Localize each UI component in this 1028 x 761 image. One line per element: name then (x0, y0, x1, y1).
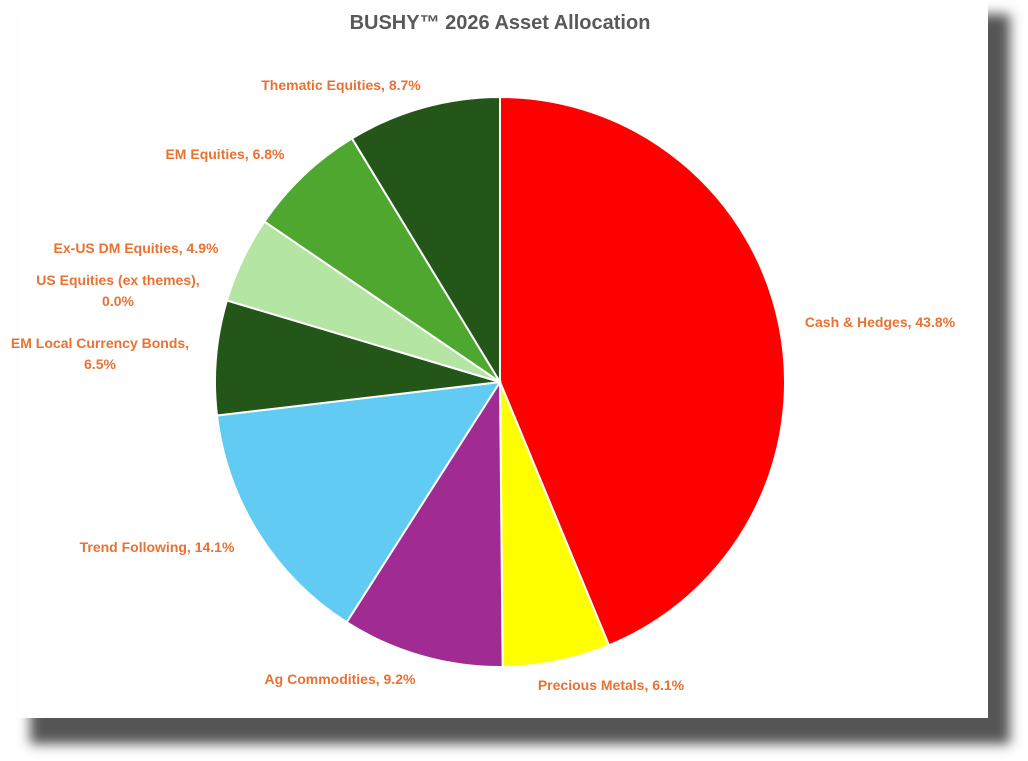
slice-label-line: 0.0% (102, 293, 134, 309)
pie-slice (263, 137, 501, 383)
slice-label: EM Local Currency Bonds, 6.5% (11, 335, 189, 372)
chart-title: BUSHY™ 2026 Asset Allocation (350, 12, 651, 34)
slice-label: EM Equities, 6.8% (165, 146, 285, 162)
slice-label-line: EM Local Currency Bonds, (11, 335, 189, 351)
slice-label-line: Precious Metals, 6.1% (538, 677, 685, 693)
labels: Cash & Hedges, 43.8% Precious Metals, 6.1… (11, 77, 956, 693)
pie-slice (499, 95, 786, 647)
slice-label-line: US Equities (ex themes), (36, 272, 199, 288)
slice-label-line: Ag Commodities, 9.2% (265, 671, 416, 687)
slice-label: Thematic Equities, 8.7% (261, 77, 421, 93)
slice-label-line: Cash & Hedges, 43.8% (805, 314, 956, 330)
pie-slice (215, 380, 502, 624)
slice-label-line: EM Equities, 6.8% (165, 146, 285, 162)
slice-label: US Equities (ex themes), 0.0% (36, 272, 199, 309)
slice-label: Cash & Hedges, 43.8% (805, 314, 956, 330)
slice-label-line: 6.5% (84, 356, 116, 372)
slice-label: Trend Following, 14.1% (80, 539, 235, 555)
pie-slice (350, 95, 501, 386)
slice-label-line: Trend Following, 14.1% (80, 539, 235, 555)
slice-label: Ag Commodities, 9.2% (265, 671, 416, 687)
pie-slice (345, 378, 504, 668)
slice-label: Ex-US DM Equities, 4.9% (54, 240, 219, 256)
slice-label: Precious Metals, 6.1% (538, 677, 685, 693)
slice-label-line: Thematic Equities, 8.7% (261, 77, 421, 93)
slice-label-line: Ex-US DM Equities, 4.9% (54, 240, 219, 256)
pie-slice (214, 299, 501, 417)
pie (214, 95, 786, 668)
